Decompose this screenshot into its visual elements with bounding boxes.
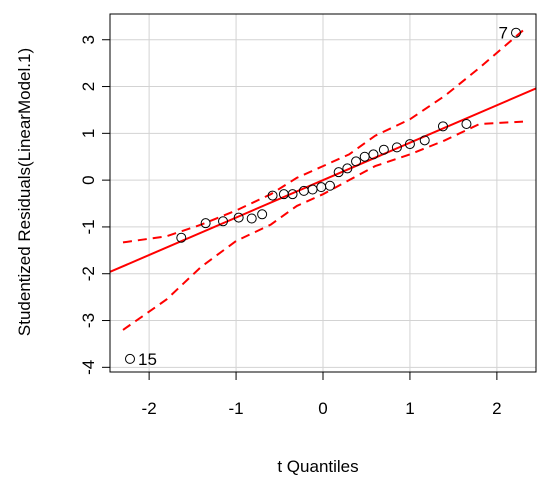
data-point xyxy=(404,139,415,150)
grid-lines xyxy=(110,14,536,372)
data-point xyxy=(368,149,379,160)
data-point xyxy=(307,184,318,195)
data-point xyxy=(378,144,389,155)
x-tick-label: -1 xyxy=(228,399,243,418)
data-point xyxy=(342,163,353,174)
x-tick-label: 2 xyxy=(492,399,501,418)
y-tick-label: -4 xyxy=(79,360,98,375)
data-point xyxy=(267,190,278,201)
data-point xyxy=(233,212,244,223)
data-point xyxy=(124,353,135,364)
x-tick-label: 1 xyxy=(405,399,414,418)
y-tick-label: -1 xyxy=(79,219,98,234)
data-point xyxy=(176,232,187,243)
y-tick-label: -2 xyxy=(79,266,98,281)
x-tick-label: 0 xyxy=(318,399,327,418)
data-point xyxy=(461,118,472,129)
y-tick-label: 2 xyxy=(79,82,98,91)
y-tick-label: 0 xyxy=(79,175,98,184)
fit-line-layer xyxy=(110,87,536,273)
data-point xyxy=(419,135,430,146)
y-tick-label: 1 xyxy=(79,129,98,138)
data-point xyxy=(351,156,362,167)
data-point xyxy=(218,216,229,227)
data-point xyxy=(257,209,268,220)
fit-line xyxy=(110,87,536,273)
y-axis-title: Studentized Residuals(LinearModel.1) xyxy=(15,48,34,336)
axis-ticks: -2 -1 0 1 2 -4 -3 -2 -1 0 1 2 3 xyxy=(79,35,502,418)
x-tick-label: -2 xyxy=(142,399,157,418)
data-point xyxy=(316,182,327,193)
y-tick-label: -3 xyxy=(79,313,98,328)
data-point xyxy=(246,213,257,224)
data-point xyxy=(511,27,522,38)
x-axis-title: t Quantiles xyxy=(277,457,358,476)
data-point xyxy=(324,180,335,191)
data-point xyxy=(287,189,298,200)
data-points xyxy=(124,27,522,364)
data-point xyxy=(437,121,448,132)
point-label: 7 xyxy=(499,24,508,43)
data-point xyxy=(359,151,370,162)
data-point xyxy=(200,218,211,229)
point-labels: 15 7 xyxy=(138,24,508,369)
data-point xyxy=(333,167,344,178)
point-label: 15 xyxy=(138,350,157,369)
envelope-lower xyxy=(122,120,524,331)
data-point xyxy=(391,142,402,153)
y-tick-label: 3 xyxy=(79,35,98,44)
